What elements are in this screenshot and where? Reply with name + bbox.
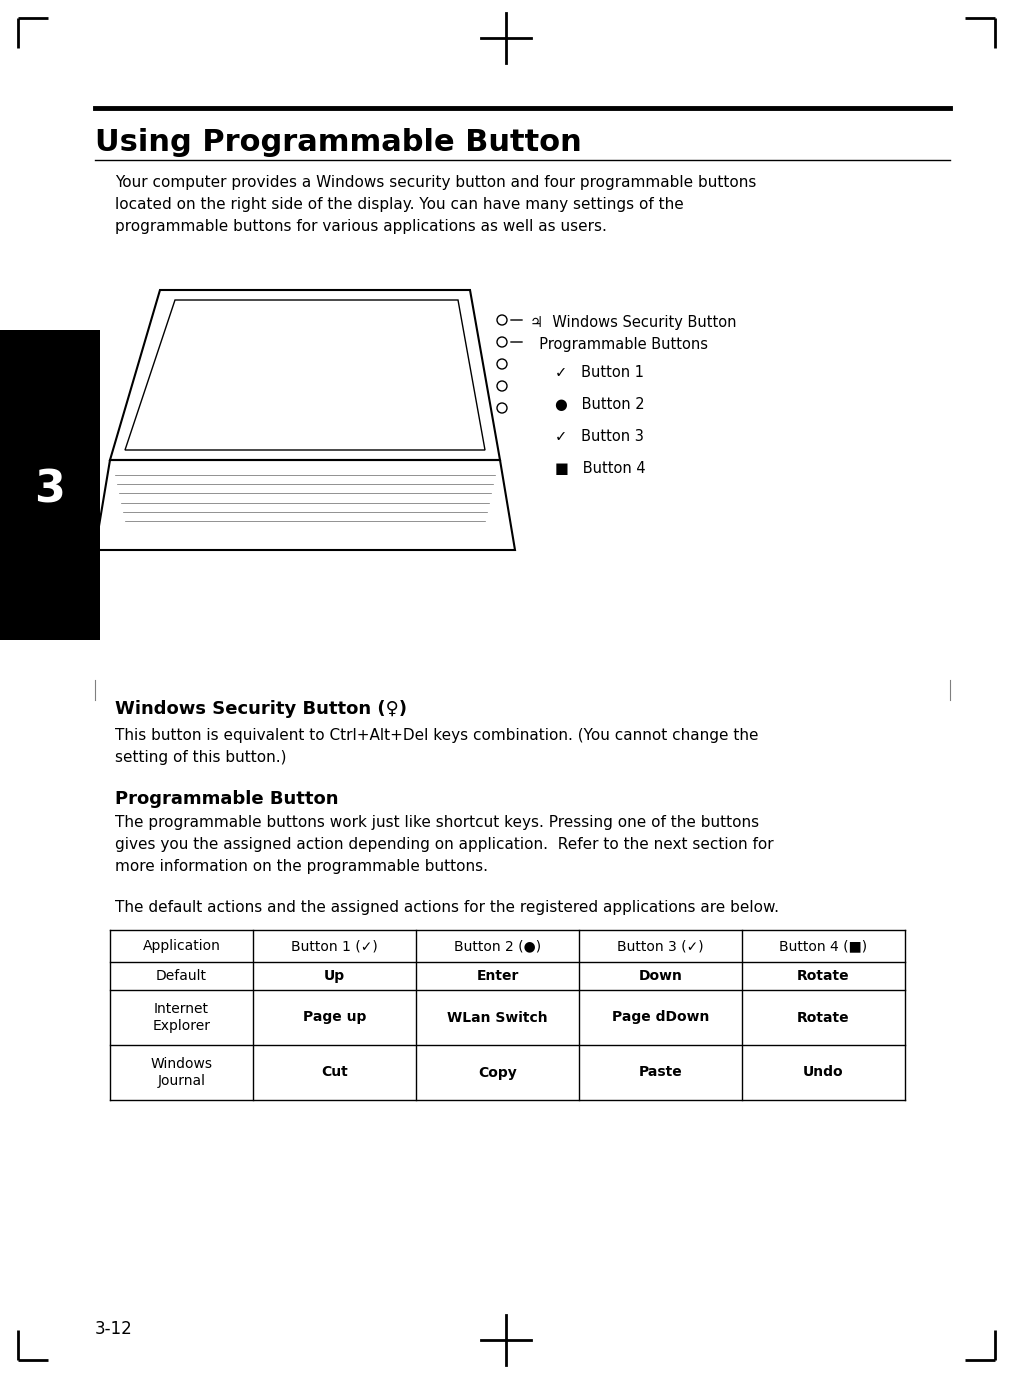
Text: Page dDown: Page dDown (612, 1010, 709, 1024)
Text: Cut: Cut (321, 1065, 347, 1079)
Text: Page up: Page up (303, 1010, 367, 1024)
Text: The programmable buttons work just like shortcut keys. Pressing one of the butto: The programmable buttons work just like … (115, 814, 774, 875)
Text: Application: Application (143, 938, 221, 954)
Text: 3-12: 3-12 (95, 1320, 133, 1338)
Text: ■   Button 4: ■ Button 4 (555, 462, 645, 475)
Text: Enter: Enter (476, 969, 519, 983)
Text: ✓   Button 1: ✓ Button 1 (555, 365, 644, 380)
Text: Copy: Copy (478, 1065, 517, 1079)
Text: Programmable Button: Programmable Button (115, 790, 338, 808)
Text: Your computer provides a Windows security button and four programmable buttons
l: Your computer provides a Windows securit… (115, 175, 757, 234)
Text: Paste: Paste (638, 1065, 683, 1079)
Text: Programmable Buttons: Programmable Buttons (530, 338, 708, 351)
Bar (0, 329, 100, 639)
Text: Using Programmable Button: Using Programmable Button (95, 128, 581, 157)
Text: Up: Up (324, 969, 345, 983)
Text: ✓   Button 3: ✓ Button 3 (555, 429, 644, 444)
Text: Button 1 (✓): Button 1 (✓) (291, 938, 378, 954)
Text: ●   Button 2: ● Button 2 (555, 397, 644, 412)
Text: Windows
Journal: Windows Journal (151, 1057, 213, 1087)
Text: 3: 3 (34, 469, 66, 511)
Text: Undo: Undo (803, 1065, 844, 1079)
Text: The default actions and the assigned actions for the registered applications are: The default actions and the assigned act… (115, 900, 779, 915)
Text: Down: Down (638, 969, 683, 983)
Text: Rotate: Rotate (797, 969, 850, 983)
Text: Internet
Explorer: Internet Explorer (153, 1002, 211, 1032)
Text: Button 4 (■): Button 4 (■) (779, 938, 867, 954)
Text: ♃  Windows Security Button: ♃ Windows Security Button (530, 316, 736, 329)
Text: Button 2 (●): Button 2 (●) (454, 938, 541, 954)
Text: Button 3 (✓): Button 3 (✓) (617, 938, 704, 954)
Text: Windows Security Button (♀): Windows Security Button (♀) (115, 700, 407, 718)
Text: WLan Switch: WLan Switch (448, 1010, 548, 1024)
Text: Rotate: Rotate (797, 1010, 850, 1024)
Text: Default: Default (156, 969, 207, 983)
Text: This button is equivalent to Ctrl+Alt+Del keys combination. (You cannot change t: This button is equivalent to Ctrl+Alt+De… (115, 728, 759, 765)
